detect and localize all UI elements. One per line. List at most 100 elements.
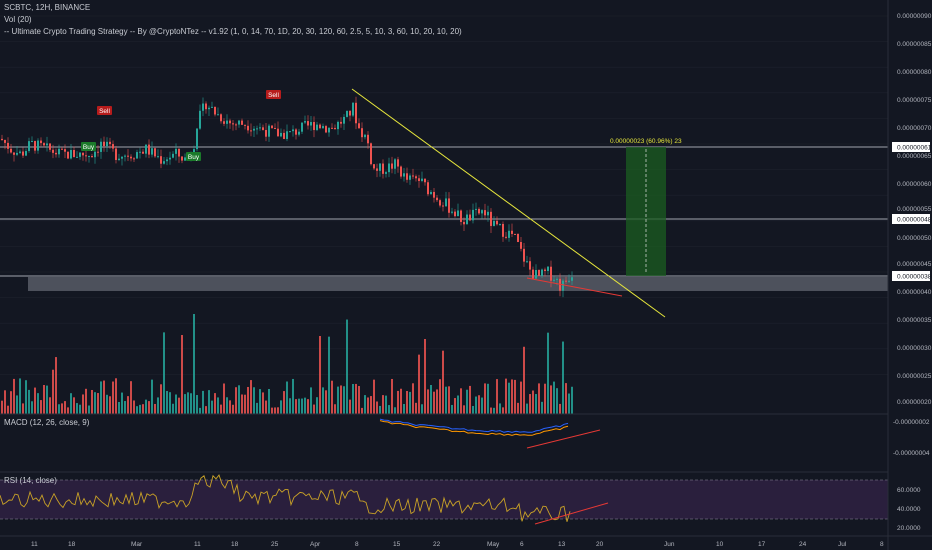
candle-body [508, 230, 510, 238]
time-tick: 8 [355, 541, 359, 548]
rsi-legend[interactable]: RSI (14, close) [4, 476, 57, 485]
volume-bar [508, 382, 510, 414]
price-divergence-line[interactable] [526, 277, 623, 297]
volume-bar [1, 400, 3, 414]
candle-body [349, 110, 351, 116]
volume-bar [421, 404, 423, 414]
candle-body [235, 124, 237, 126]
volume-bar [532, 390, 534, 414]
volume-bar [337, 386, 339, 414]
volume-bar [442, 350, 444, 414]
macd-legend[interactable]: MACD (12, 26, close, 9) [4, 418, 90, 427]
candle-body [424, 178, 426, 183]
candle-body [244, 124, 246, 126]
candle-body [121, 156, 123, 159]
rsi-pane[interactable] [0, 474, 888, 525]
candle-body [334, 127, 336, 130]
time-axis[interactable]: 11 18 Mar 11 18 25 Apr 8 15 22 May 6 13 … [31, 541, 884, 548]
candle-body [385, 172, 387, 174]
volume-bar [247, 386, 249, 414]
candle-body [388, 163, 390, 173]
candle-body [529, 261, 531, 270]
candle-body [136, 152, 138, 159]
volume-bar [16, 395, 18, 414]
time-tick: 11 [194, 541, 201, 548]
volume-legend[interactable]: Vol (20) [4, 15, 32, 24]
time-tick: Mar [131, 541, 143, 548]
volume-bar [349, 399, 351, 414]
candle-body [58, 148, 60, 155]
volume-bar [217, 397, 219, 414]
candle-body [499, 223, 501, 225]
candle-body [229, 120, 231, 124]
volume-bar [373, 379, 375, 414]
candle-body [544, 269, 546, 271]
rsi-axis[interactable]: 60.0000 40.0000 20.0000 [897, 487, 921, 532]
candle-body [211, 106, 213, 108]
volume-bar [202, 390, 204, 414]
candle-body [304, 121, 306, 123]
symbol-legend[interactable]: SCBTC, 12H, BINANCE [4, 3, 91, 12]
volume-bar [115, 378, 117, 414]
price-pane[interactable]: 0.00000023 (60.96%) 23 Sell Buy Buy Sell [0, 88, 888, 318]
candle-body [373, 164, 375, 169]
candle-body [484, 210, 486, 216]
volume-bar [547, 332, 549, 414]
rsi-divergence-line[interactable] [534, 502, 609, 525]
volume-bar [178, 397, 180, 414]
price-axis[interactable]: 0.00000090 0.00000085 0.00000080 0.00000… [892, 13, 932, 406]
candle-body [328, 127, 330, 133]
candle-body [307, 121, 309, 126]
volume-bar [265, 400, 267, 414]
candle-body [526, 261, 528, 263]
candle-body [427, 182, 429, 195]
volume-bar [58, 404, 60, 414]
signal-buy-badge [81, 142, 96, 151]
candle-body [226, 120, 228, 124]
volume-bar [73, 397, 75, 414]
volume-bar [127, 396, 129, 414]
volume-bar [475, 396, 477, 414]
signal-sell-label: Sell [268, 92, 279, 99]
candle-body [91, 156, 93, 158]
strategy-legend[interactable]: -- Ultimate Crypto Trading Strategy -- B… [4, 27, 462, 36]
price-marker-061 [892, 142, 930, 152]
volume-bar [145, 399, 147, 414]
trendline[interactable] [351, 88, 666, 318]
candle-body [433, 191, 435, 198]
volume-bar [496, 379, 498, 414]
volume-bar [427, 389, 429, 414]
candle-body [112, 144, 114, 149]
volume-bar [343, 386, 345, 414]
candle-body [205, 103, 207, 110]
candle-body [478, 208, 480, 214]
volume-bar [211, 400, 213, 414]
macd-divergence-line[interactable] [526, 429, 601, 449]
candle-body [118, 158, 120, 160]
candle-body [553, 279, 555, 281]
macd-pane[interactable] [379, 418, 601, 449]
volume-bar [517, 402, 519, 414]
volume-bar [10, 391, 12, 414]
candle-body [4, 140, 6, 143]
volume-bar [472, 405, 474, 414]
candle-body [409, 175, 411, 180]
candle-body [370, 143, 372, 165]
volume-bar [505, 378, 507, 414]
rsi-line [0, 474, 571, 522]
macd-axis[interactable]: -0.00000002 -0.00000004 [893, 419, 930, 457]
candle-body [514, 233, 516, 235]
grid-lines [0, 15, 888, 375]
candle-body [547, 266, 549, 271]
candle-body [376, 168, 378, 171]
candle-body [538, 269, 540, 276]
time-tick: 15 [393, 541, 401, 548]
candle-body [436, 197, 438, 201]
volume-bar [562, 341, 564, 414]
volume-bar [85, 388, 87, 414]
macd-tick: -0.00000004 [893, 450, 930, 457]
volume-bar [112, 381, 114, 414]
candle-body [265, 129, 267, 137]
